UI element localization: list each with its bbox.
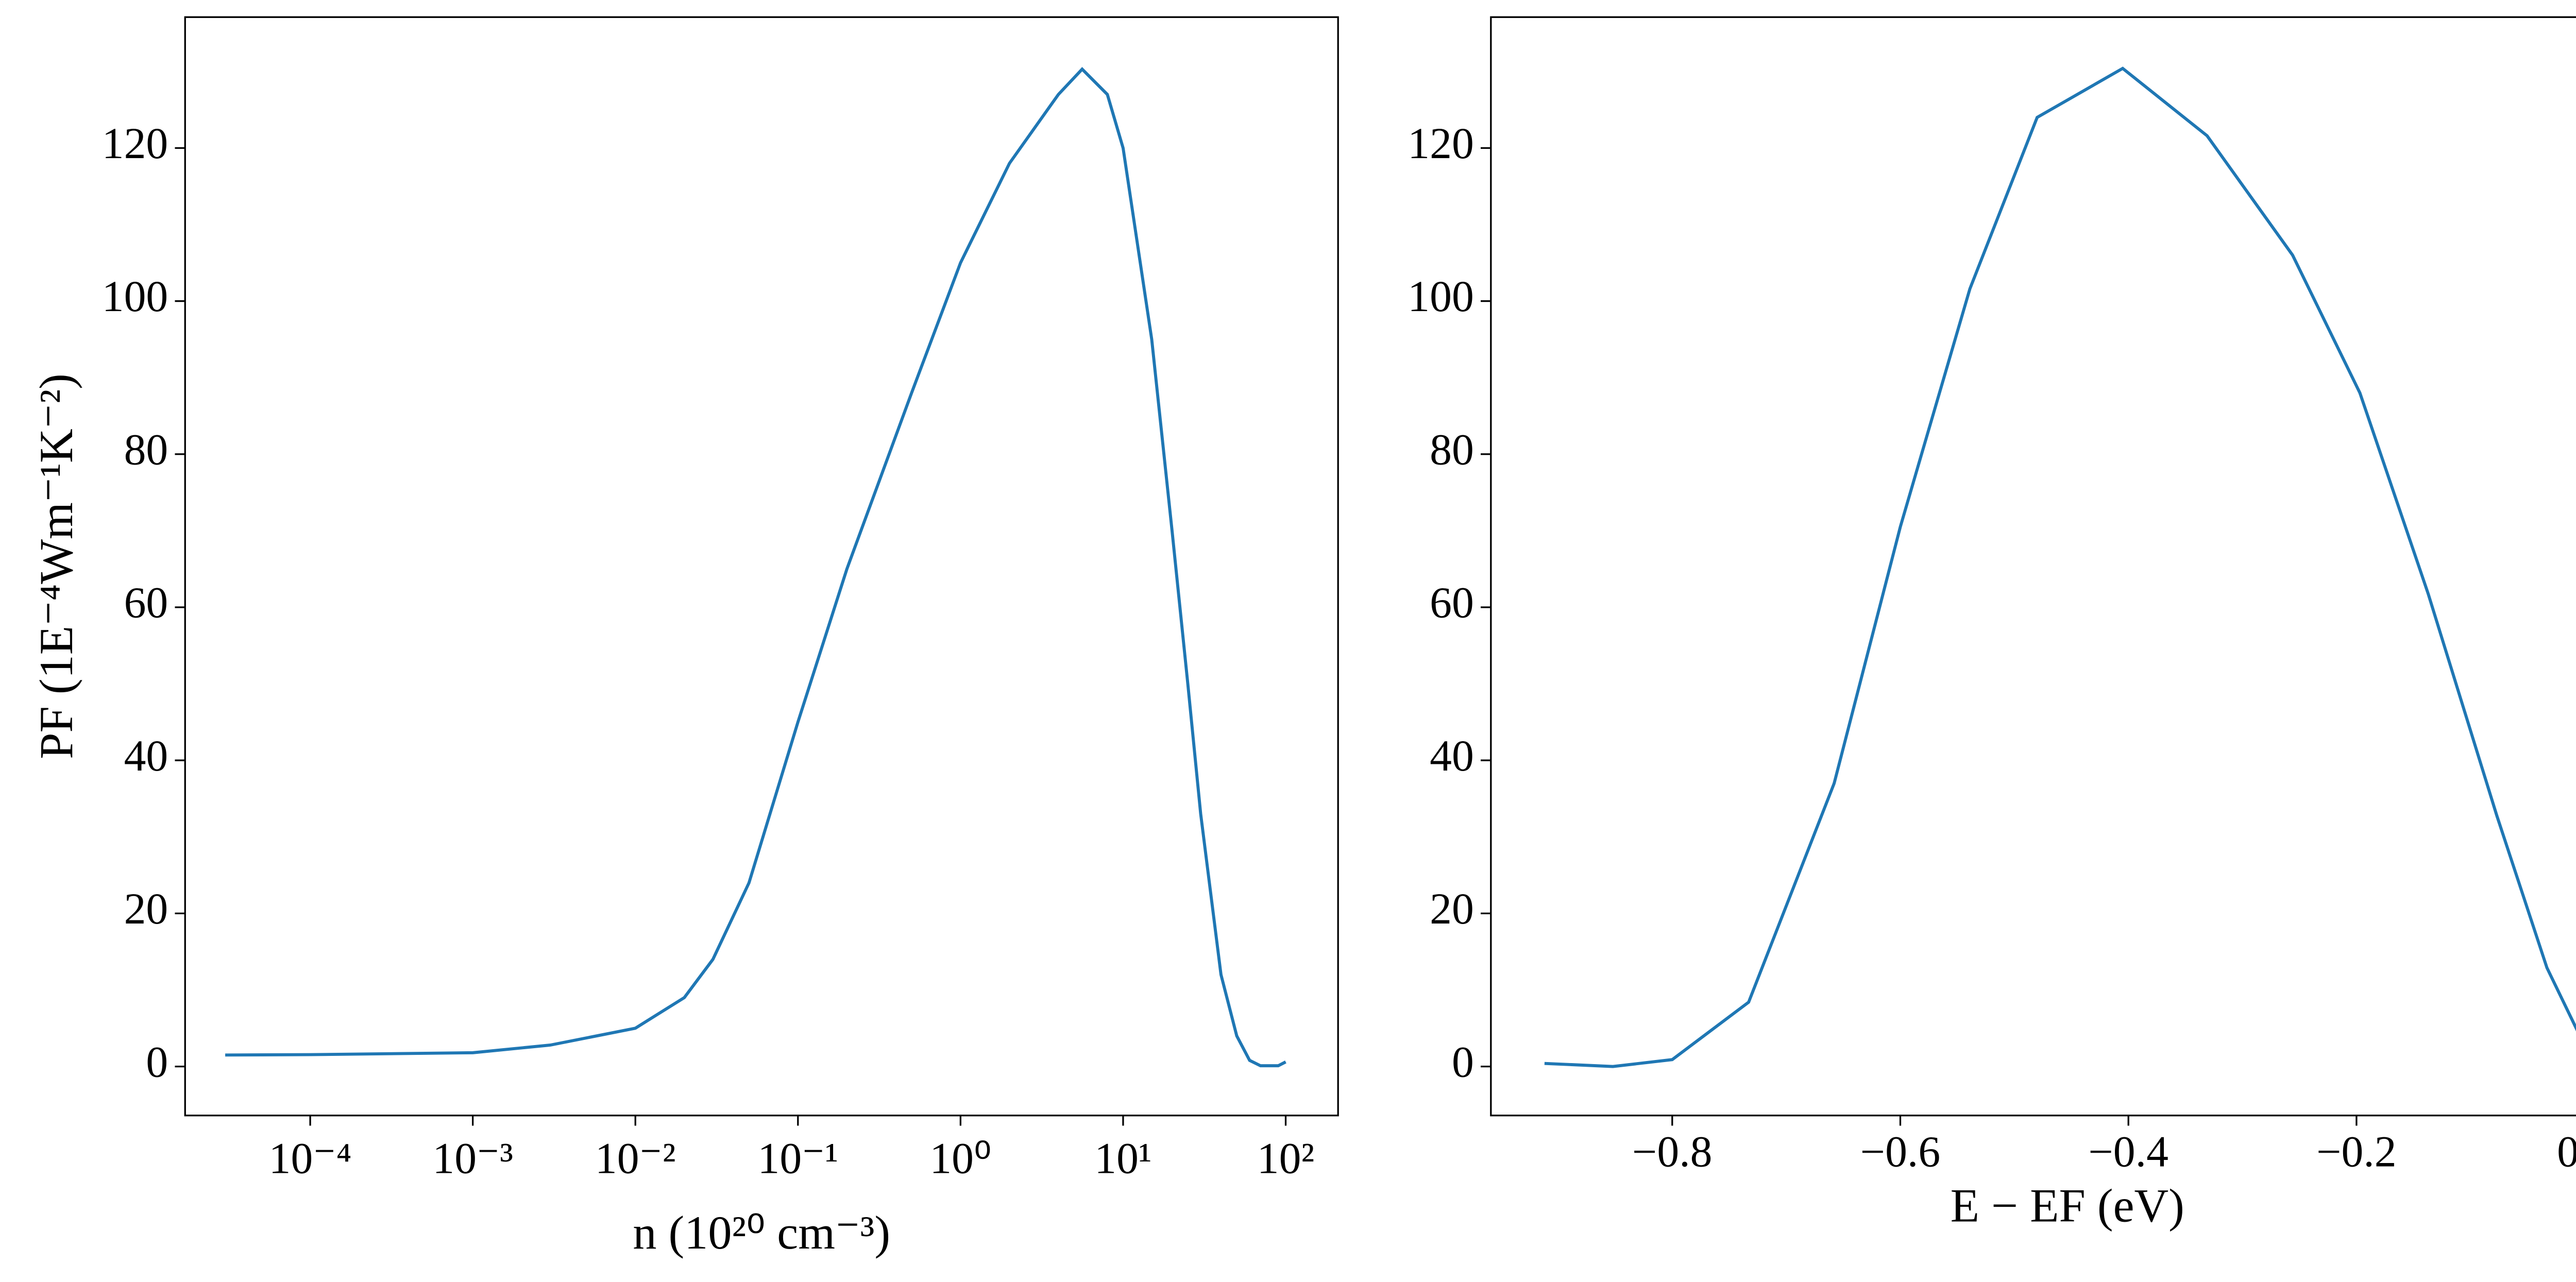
x-tick-label: 10⁰ — [929, 1134, 991, 1183]
x-tick-label: 10⁻² — [595, 1134, 676, 1183]
x-tick-label: 0.0 — [2557, 1127, 2576, 1176]
data-line — [1544, 66, 2576, 1068]
y-tick-label: 20 — [124, 884, 168, 933]
y-tick-label: 120 — [102, 119, 168, 168]
y-tick-label: 0 — [146, 1037, 168, 1086]
axes: 0 20 40 60 80 100 120 10⁻⁴ 10⁻³ 10⁻² 10⁻¹ 10⁰ 10¹ 10²… — [30, 16, 1339, 1259]
y-tick-label: 120 — [1408, 119, 1474, 168]
y-tick-label: 60 — [1430, 578, 1474, 627]
x-tick-label: −0.8 — [1632, 1127, 1712, 1176]
x-axis-label: E − EF (eV) — [1951, 1179, 2184, 1232]
y-tick-label: 0 — [1452, 1037, 1474, 1086]
data-line — [225, 67, 1286, 1068]
y-tick-label: 80 — [1430, 425, 1474, 474]
x-tick-label: −0.4 — [2088, 1127, 2168, 1176]
x-tick-label: −0.2 — [2316, 1127, 2396, 1176]
x-tick-label: 10¹ — [1094, 1134, 1151, 1183]
y-axis-label: PF (1E⁻⁴Wm⁻¹K⁻²) — [30, 373, 82, 759]
y-tick-label: 100 — [102, 272, 168, 321]
y-tick-label: 80 — [124, 425, 168, 474]
axes-frame — [184, 16, 1339, 1117]
y-tick-label: 100 — [1408, 272, 1474, 321]
x-tick-label: 10⁻⁴ — [269, 1134, 352, 1183]
x-axis-label: n (10²⁰ cm⁻³) — [633, 1206, 890, 1259]
y-tick-label: 20 — [1430, 884, 1474, 933]
y-tick-label: 40 — [1430, 731, 1474, 780]
x-tick-label: 10⁻¹ — [757, 1134, 838, 1183]
axes-frame — [1490, 16, 2576, 1117]
x-tick-label: 10⁻³ — [432, 1134, 513, 1183]
x-tick-label: −0.6 — [1860, 1127, 1940, 1176]
x-tick-label: 10² — [1257, 1134, 1314, 1183]
axes: 0 20 40 60 80 100 120 −0.8 −0.6 −0.4 −0.2 0.0 E − EF… — [1408, 16, 2576, 1232]
y-tick-label: 60 — [124, 578, 168, 627]
y-tick-label: 40 — [124, 731, 168, 780]
